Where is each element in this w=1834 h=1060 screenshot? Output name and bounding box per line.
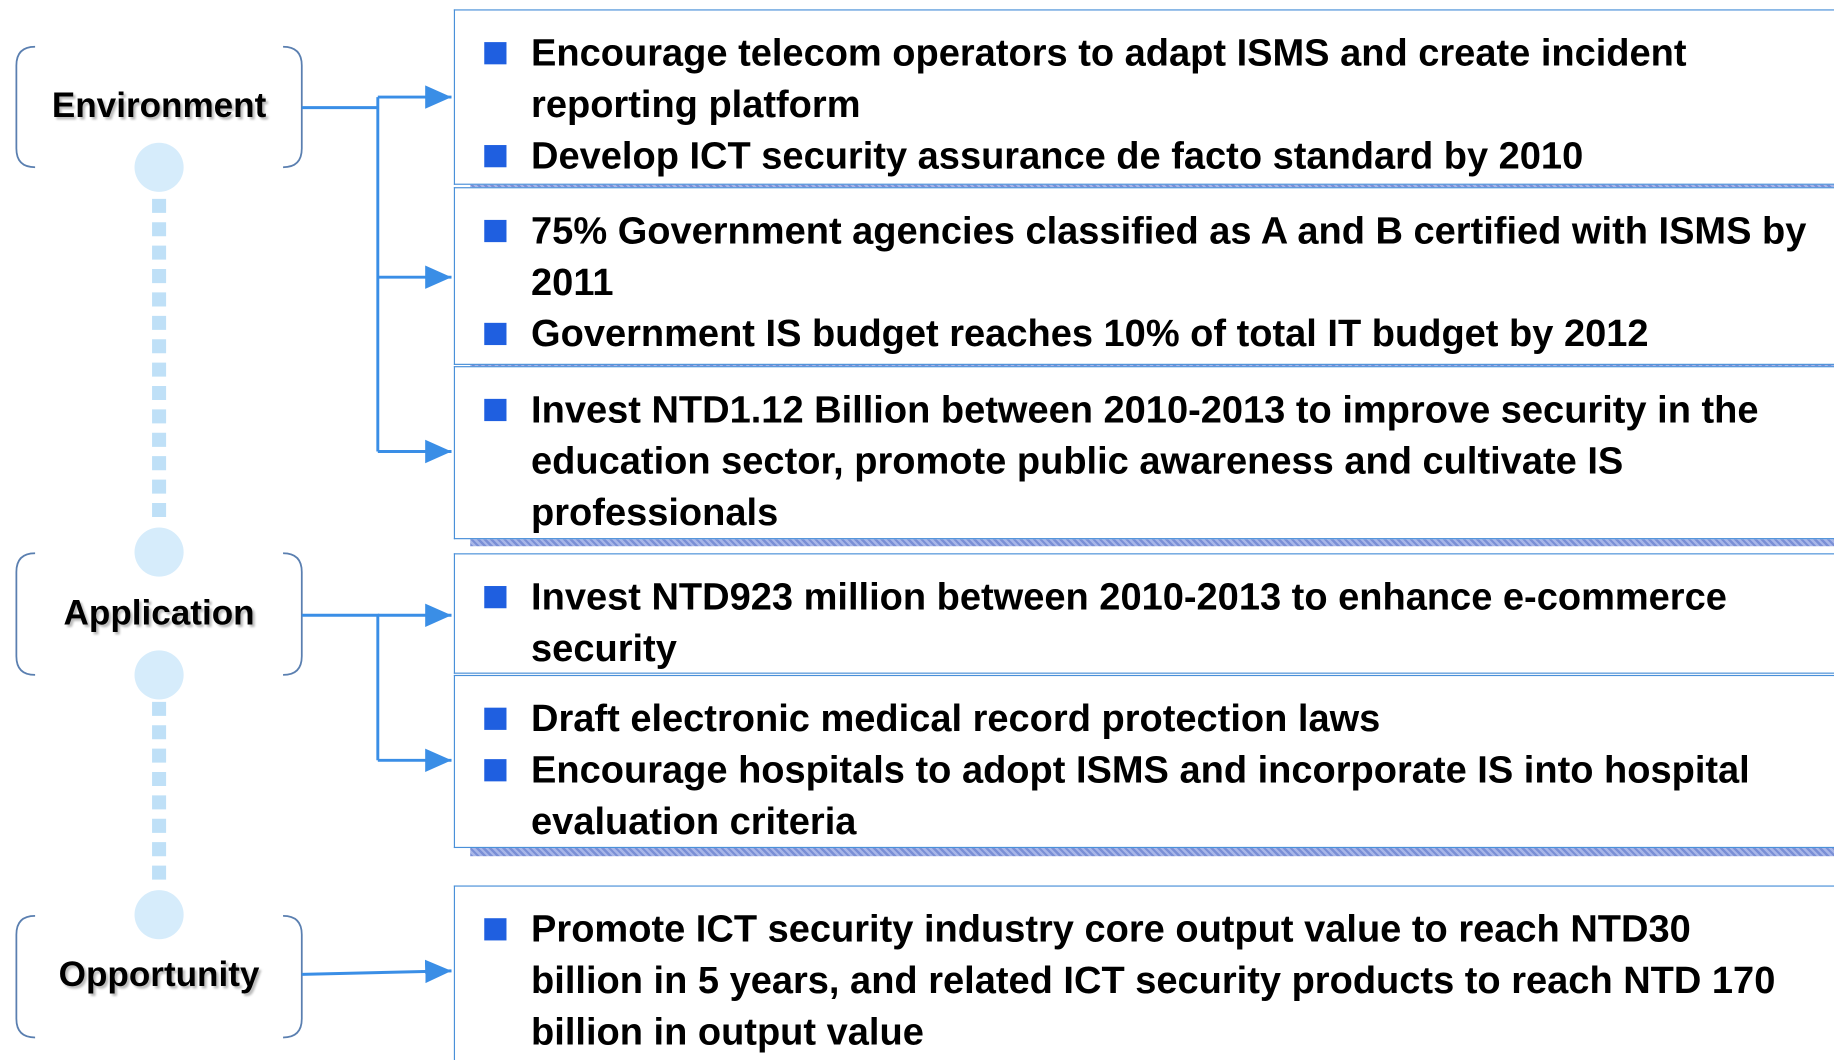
bullet	[484, 42, 507, 65]
bullet-item: Invest NTD923 million between 2010-2013 …	[455, 571, 1834, 674]
bullet	[484, 918, 507, 941]
bullet	[484, 398, 507, 422]
bullet-text: Invest NTD1.12 Billion between 2010-2013…	[531, 388, 1759, 534]
bullet-text: 75% Government agencies classified as A …	[531, 209, 1807, 303]
timeline-dots	[134, 142, 184, 940]
bullet-text: Invest NTD923 million between 2010-2013 …	[531, 575, 1727, 670]
group-label: Application	[63, 594, 255, 633]
bullet-item: Encourage hospitals to adopt ISMS and in…	[455, 744, 1834, 847]
bullet-item: 75% Government agencies classified as A …	[455, 205, 1834, 308]
bullet-text: Encourage telecom operators to adapt ISM…	[531, 31, 1687, 126]
bullet-item: Promote ICT security industry core outpu…	[455, 903, 1834, 1057]
bullet	[484, 759, 507, 782]
bullet-item: Government IS budget reaches 10% of tota…	[455, 308, 1834, 359]
bullet-item: Develop ICT security assurance de facto …	[455, 130, 1834, 181]
bullet-item: Invest NTD1.12 Billion between 2010-2013…	[455, 384, 1834, 538]
bullet-item: Draft electronic medical record protecti…	[455, 692, 1834, 743]
group-label: Opportunity	[58, 955, 260, 995]
bullet-text: Draft electronic medical record protecti…	[531, 697, 1381, 740]
bullet-item: Encourage telecom operators to adapt ISM…	[455, 27, 1834, 130]
group-label: Environment	[51, 86, 267, 126]
bullet-text: Government IS budget reaches 10% of tota…	[531, 312, 1649, 355]
arrows	[301, 85, 452, 984]
bullet	[484, 586, 507, 609]
item-box: Encourage telecom operators to adapt ISM…	[453, 9, 1834, 185]
bullet	[484, 219, 507, 243]
item-box: Invest NTD923 million between 2010-2013 …	[453, 553, 1834, 674]
bullet	[484, 707, 507, 730]
box-shadow	[470, 536, 1834, 547]
bullet	[484, 145, 507, 168]
bullet	[484, 322, 507, 346]
brackets	[15, 45, 303, 1039]
bullet-text: Promote ICT security industry core outpu…	[531, 907, 1776, 1053]
item-box: Draft electronic medical record protecti…	[453, 674, 1834, 849]
item-box: Invest NTD1.12 Billion between 2010-2013…	[453, 366, 1834, 540]
item-box: Promote ICT security industry core outpu…	[453, 885, 1834, 1060]
box-shadow	[470, 846, 1834, 857]
bullet-text: Encourage hospitals to adopt ISMS and in…	[531, 748, 1750, 843]
item-box: 75% Government agencies classified as A …	[453, 187, 1834, 365]
bullet-text: Develop ICT security assurance de facto …	[531, 134, 1584, 177]
